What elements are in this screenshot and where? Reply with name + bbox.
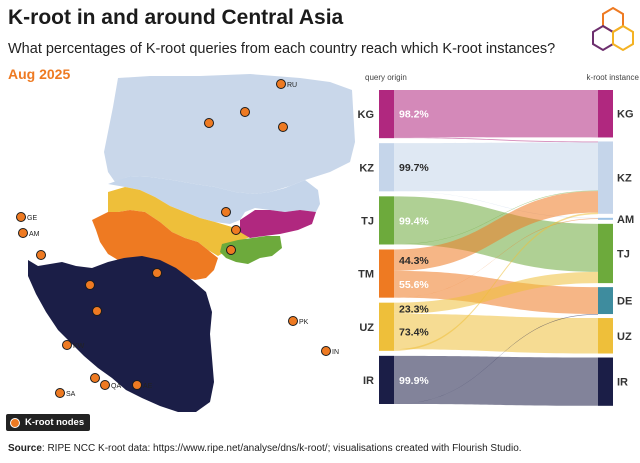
footer-source: Source: RIPE NCC K-root data: https://ww… bbox=[8, 443, 522, 454]
sankey-link-kg-kg bbox=[394, 90, 598, 138]
k-root-node bbox=[92, 306, 102, 316]
sankey-percent-label-tm: 44.3% bbox=[399, 255, 429, 267]
sankey-source-node-tj bbox=[379, 196, 394, 245]
sankey-link-uz-kz bbox=[394, 212, 598, 351]
sankey-target-node-tj bbox=[598, 223, 613, 284]
k-root-node bbox=[276, 79, 286, 89]
sankey-source-node-kz bbox=[379, 143, 394, 192]
k-root-node bbox=[18, 228, 28, 238]
k-root-node bbox=[278, 122, 288, 132]
node-label-kw: KW bbox=[73, 343, 85, 350]
page-title: K-root in and around Central Asia bbox=[8, 6, 344, 29]
k-root-node bbox=[226, 245, 236, 255]
k-root-node bbox=[16, 212, 26, 222]
sankey-target-node-de bbox=[598, 287, 613, 315]
k-root-node bbox=[62, 340, 72, 350]
map-region-ru bbox=[104, 74, 355, 194]
map-region-kg bbox=[240, 210, 316, 238]
k-root-node bbox=[90, 373, 100, 383]
sankey-chart: query origin k-root instance KG KZ TJ TM UZ IR K… bbox=[358, 73, 640, 406]
sankey-link-kz-kz bbox=[394, 142, 598, 192]
map-region-ir bbox=[28, 256, 214, 412]
node-label-ae: AE bbox=[143, 383, 153, 390]
map-region-tm bbox=[92, 210, 218, 280]
footer-source-label: Source bbox=[8, 443, 42, 454]
sankey-target-label-tj: TJ bbox=[617, 248, 630, 260]
k-root-node bbox=[288, 316, 298, 326]
k-root-node-legend-icon bbox=[10, 417, 20, 428]
k-root-node bbox=[204, 118, 214, 128]
footer-source-text: : RIPE NCC K-root data: https://www.ripe… bbox=[41, 443, 522, 454]
sankey-target-node-kg bbox=[598, 90, 613, 138]
k-root-node bbox=[85, 280, 95, 290]
sankey-target-label-kg: KG bbox=[617, 109, 634, 121]
k-root-node bbox=[152, 268, 162, 278]
map-region-uz bbox=[108, 187, 250, 256]
sankey-source-label-kz: KZ bbox=[359, 162, 374, 174]
k-root-node bbox=[100, 380, 110, 390]
node-label-ge: GE bbox=[27, 215, 37, 222]
sankey-percent-label-kg: 98.2% bbox=[399, 109, 429, 121]
sankey-link-kg-kz bbox=[394, 137, 598, 143]
map-legend-label: K-root nodes bbox=[25, 417, 85, 428]
sankey-target-node-uz bbox=[598, 318, 613, 354]
sankey-source-node-tm bbox=[379, 249, 394, 298]
k-root-node bbox=[55, 388, 65, 398]
sankey-target-label-uz: UZ bbox=[617, 331, 632, 343]
k-root-node bbox=[240, 107, 250, 117]
k-root-node bbox=[132, 380, 142, 390]
map-region-tj bbox=[220, 236, 282, 264]
sankey-link-tj-kz bbox=[394, 190, 598, 245]
sankey-left-header: query origin bbox=[365, 73, 407, 82]
sankey-percent-label-ir: 99.9% bbox=[399, 375, 429, 387]
sankey-link-uz-tj bbox=[394, 271, 598, 314]
sankey-percent-label-tj: 99.4% bbox=[399, 215, 429, 227]
sankey-link-kz-am bbox=[394, 191, 598, 219]
page-subtitle: What percentages of K-root queries from … bbox=[8, 41, 556, 57]
map-legend: K-root nodes bbox=[6, 414, 91, 431]
sankey-target-label-ir: IR bbox=[617, 377, 628, 389]
central-asia-map: RU GE AM PK IN KW QA AE SA bbox=[16, 74, 355, 412]
sankey-target-label-am: AM bbox=[617, 214, 634, 226]
k-root-node bbox=[36, 250, 46, 260]
sankey-source-label-kg: KG bbox=[358, 109, 375, 121]
sankey-link-ir-ir bbox=[394, 355, 598, 406]
sankey-target-node-ir bbox=[598, 357, 613, 406]
sankey-right-header: k-root instance bbox=[587, 73, 640, 82]
sankey-source-node-ir bbox=[379, 355, 394, 404]
sankey-percent-label-uz: 73.4% bbox=[399, 327, 429, 339]
sankey-link-ir-de bbox=[394, 313, 598, 404]
k-root-node bbox=[221, 207, 231, 217]
node-label-in: IN bbox=[332, 349, 339, 356]
node-label-am: AM bbox=[29, 231, 40, 238]
node-label-ru: RU bbox=[287, 82, 297, 89]
sankey-percent-label-uz: 23.3% bbox=[399, 303, 429, 315]
sankey-source-label-tj: TJ bbox=[361, 215, 374, 227]
k-root-node bbox=[231, 225, 241, 235]
k-root-node bbox=[321, 346, 331, 356]
date-label: Aug 2025 bbox=[8, 66, 71, 82]
node-label-qa: QA bbox=[111, 383, 121, 390]
sankey-percent-label-kz: 99.7% bbox=[399, 162, 429, 174]
node-label-sa: SA bbox=[66, 391, 76, 398]
map-region-kz bbox=[108, 176, 320, 224]
sankey-source-node-uz bbox=[379, 302, 394, 351]
sankey-link-tm-am bbox=[394, 218, 598, 298]
node-label-pk: PK bbox=[299, 319, 309, 326]
sankey-target-node-am bbox=[598, 217, 613, 220]
ripe-ncc-logo-icon bbox=[592, 6, 634, 52]
sankey-percent-label-tm: 55.6% bbox=[399, 279, 429, 291]
sankey-source-label-tm: TM bbox=[358, 269, 374, 281]
sankey-target-node-kz bbox=[598, 141, 613, 214]
sankey-link-tm-kz bbox=[394, 191, 598, 271]
k-root-node-markers bbox=[16, 79, 331, 398]
sankey-target-label-de: DE bbox=[617, 296, 632, 308]
sankey-source-node-kg bbox=[379, 90, 394, 139]
sankey-source-label-ir: IR bbox=[363, 375, 374, 387]
sankey-target-label-kz: KZ bbox=[617, 173, 632, 185]
sankey-source-label-uz: UZ bbox=[359, 322, 374, 334]
